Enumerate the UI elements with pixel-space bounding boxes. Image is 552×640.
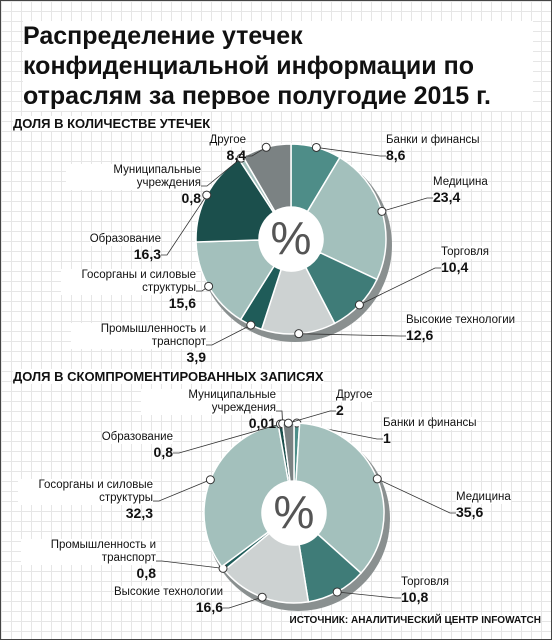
value-label: 23,4 <box>433 189 461 205</box>
data-label: Образование 0,8 <box>101 431 173 461</box>
category-label: Торговля <box>401 576 450 589</box>
data-label: Высокие технологии 12,6 <box>406 314 516 344</box>
leader-line <box>206 324 252 346</box>
category-label: Высокие технологии <box>406 314 516 327</box>
category-label: Госорганы и силовые структуры <box>18 479 153 505</box>
category-label: Медицина <box>433 176 488 189</box>
leader-line <box>298 333 406 337</box>
data-label: Госорганы и силовые структуры 32,3 <box>18 479 153 522</box>
data-label: Банки и финансы 1 <box>383 417 477 447</box>
center-label: % <box>270 212 312 264</box>
leader-dot <box>283 418 293 428</box>
value-label: 0,8 <box>153 444 173 460</box>
data-label: Другое 2 <box>336 389 373 419</box>
source: ИСТОЧНИК: АНАЛИТИЧЕСКИЙ ЦЕНТР INFOWATCH <box>289 615 541 626</box>
data-label: Медицина 23,4 <box>433 176 488 206</box>
value-label: 32,3 <box>125 505 153 521</box>
value-label: 0,01 <box>248 415 276 431</box>
category-label: Промышленность и транспорт <box>71 323 206 349</box>
data-label: Госорганы и силовые структуры 15,6 <box>61 269 196 312</box>
leader-dot <box>205 475 215 485</box>
data-label: Банки и финансы 8,6 <box>386 134 480 164</box>
category-label: Образование <box>101 431 173 444</box>
category-label: Госорганы и силовые структуры <box>61 269 196 295</box>
leader-dot <box>204 281 214 291</box>
category-label: Промышленность и транспорт <box>21 539 156 565</box>
leader-line <box>316 147 386 157</box>
value-label: 2 <box>336 402 344 418</box>
donut-segment <box>295 422 385 575</box>
leader-dot <box>377 206 387 216</box>
value-label: 10,4 <box>441 259 469 275</box>
value-label: 8,6 <box>386 147 406 163</box>
category-label: Муниципальные учреждения <box>141 389 276 415</box>
value-label: 3,9 <box>186 349 206 365</box>
leader-line <box>153 479 211 502</box>
category-label: Высокие технологии <box>113 586 223 599</box>
data-label: Муниципальные учреждения 0,01 <box>141 389 276 432</box>
data-label: Торговля 10,4 <box>441 246 490 276</box>
leader-dot <box>246 320 256 330</box>
data-label: Муниципальные учреждения 0,8 <box>66 164 201 207</box>
leader-dot <box>332 587 342 597</box>
center-label: % <box>273 486 315 538</box>
category-label: Торговля <box>441 246 490 259</box>
leader-line <box>173 423 281 454</box>
subtitle: ДОЛЯ В КОЛИЧЕСТВЕ УТЕЧЕК <box>13 116 211 131</box>
leader-line <box>201 157 242 187</box>
leader-line <box>337 591 401 599</box>
leader-dot <box>202 190 212 200</box>
value-label: 1 <box>383 430 391 446</box>
category-label: Образование <box>89 233 161 246</box>
donut-hole <box>262 481 326 545</box>
leader-dot <box>294 329 304 339</box>
value-label: 35,6 <box>456 504 484 520</box>
leader-line <box>223 596 263 609</box>
leader-dot <box>261 142 271 152</box>
value-label: 12,6 <box>406 327 434 343</box>
value-label: 8,4 <box>226 147 246 163</box>
donut-hole <box>259 207 323 271</box>
leader-line <box>288 410 336 424</box>
value-label: 16,6 <box>195 599 223 615</box>
data-label: Другое 8,4 <box>209 134 246 164</box>
data-label: Высокие технологии 16,6 <box>113 586 223 616</box>
category-label: Другое <box>209 134 246 147</box>
leader-dot <box>372 474 382 484</box>
leader-line <box>156 560 224 569</box>
category-label: Другое <box>336 389 373 402</box>
leader-line <box>161 194 208 256</box>
leader-line <box>246 146 267 157</box>
data-label: Торговля 10,8 <box>401 576 450 606</box>
leader-dot <box>311 142 321 152</box>
data-label: Образование 16,3 <box>89 233 161 263</box>
category-label: Медицина <box>456 491 511 504</box>
category-label: Банки и финансы <box>386 134 480 147</box>
value-label: 10,8 <box>401 589 429 605</box>
leader-line <box>359 267 441 306</box>
data-label: Промышленность и транспорт 3,9 <box>71 323 206 366</box>
category-label: Муниципальные учреждения <box>66 164 201 190</box>
leader-dot <box>257 592 267 602</box>
value-label: 0,8 <box>136 565 156 581</box>
leader-dot <box>354 300 364 310</box>
category-label: Банки и финансы <box>383 417 477 430</box>
leader-line <box>377 478 456 514</box>
subtitle: ДОЛЯ В СКОМПРОМЕНТИРОВАННЫХ ЗАПИСЯХ <box>13 369 324 384</box>
data-label: Промышленность и транспорт 0,8 <box>21 539 156 582</box>
title: Распределение утечек конфиденциальной ин… <box>23 21 533 111</box>
leader-line <box>381 197 433 212</box>
value-label: 0,8 <box>181 190 201 206</box>
data-label: Медицина 35,6 <box>456 491 511 521</box>
value-label: 16,3 <box>133 246 161 262</box>
value-label: 15,6 <box>168 295 196 311</box>
